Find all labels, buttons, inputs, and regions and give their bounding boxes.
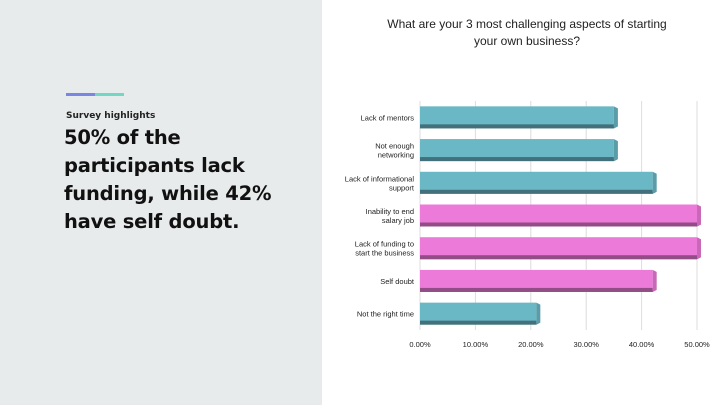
bar-chart: 0.00% 10.00% 20.00% 30.00% 40.00% 50.00% Lack … xyxy=(345,101,710,349)
bar-bottom-edge xyxy=(420,189,653,194)
category-label: start the business xyxy=(355,249,414,258)
bar-side xyxy=(697,204,701,227)
bar-side xyxy=(613,106,618,129)
bar xyxy=(420,139,614,159)
category-label: Lack of funding to xyxy=(355,240,414,249)
category-label: networking xyxy=(378,151,414,160)
bar-bottom-edge xyxy=(420,222,697,227)
category-label: Lack of mentors xyxy=(361,113,415,122)
accent-line-blue xyxy=(66,93,95,96)
bar-bottom-edge xyxy=(420,157,614,162)
bar xyxy=(420,171,653,191)
chart-title: What are your 3 most challenging aspects… xyxy=(387,17,667,48)
bar-side xyxy=(652,269,657,292)
category-label: support xyxy=(389,183,415,192)
category-label: Self doubt xyxy=(380,277,415,286)
x-tick-label: 40.00% xyxy=(629,340,655,349)
accent-line-teal xyxy=(95,93,124,96)
bar-bottom-edge xyxy=(420,320,537,325)
bar-side xyxy=(652,171,657,194)
bar xyxy=(420,237,697,257)
bar xyxy=(420,106,614,126)
accent-line xyxy=(66,93,124,96)
bar-side xyxy=(613,139,618,162)
bar-bottom-edge xyxy=(420,255,697,260)
bar xyxy=(420,302,537,322)
bar xyxy=(420,269,653,289)
category-label: salary job xyxy=(382,216,414,225)
category-label: Not enough xyxy=(375,142,414,151)
x-tick-label: 30.00% xyxy=(573,340,599,349)
category-label: Lack of informational xyxy=(345,174,415,183)
category-label: Not the right time xyxy=(357,310,414,319)
x-tick-label: 10.00% xyxy=(463,340,489,349)
bar-bottom-edge xyxy=(420,124,614,129)
category-label: Inability to end xyxy=(366,207,414,216)
survey-kicker: Survey highlights xyxy=(66,111,156,121)
bar-side xyxy=(536,302,541,325)
bar-bottom-edge xyxy=(420,287,653,292)
bar-side xyxy=(697,237,701,260)
left-panel: Survey highlights 50% of the participant… xyxy=(0,0,322,405)
bar xyxy=(420,204,697,224)
x-tick-label: 20.00% xyxy=(518,340,544,349)
x-tick-label: 0.00% xyxy=(409,340,431,349)
survey-headline: 50% of the participants lack funding, wh… xyxy=(64,126,272,233)
x-tick-label: 50.00% xyxy=(684,340,710,349)
